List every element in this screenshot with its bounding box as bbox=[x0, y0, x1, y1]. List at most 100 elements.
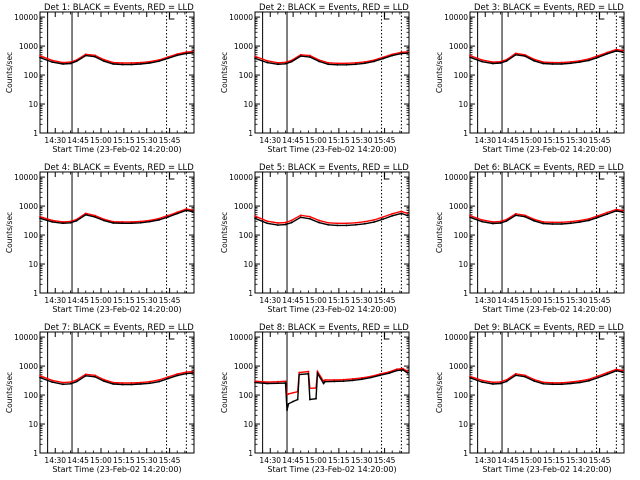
lld-point bbox=[307, 370, 310, 373]
lld-point bbox=[185, 208, 188, 210]
y-tick-label: 1000 bbox=[19, 202, 38, 211]
lld-point bbox=[148, 219, 151, 222]
lld-point bbox=[606, 211, 609, 214]
lld-point bbox=[382, 216, 384, 218]
events-point bbox=[121, 383, 124, 386]
lld-point bbox=[191, 370, 194, 373]
lld-point bbox=[93, 374, 96, 377]
lld-point bbox=[167, 214, 169, 217]
events-point bbox=[481, 220, 484, 223]
panel-det-6: Det 6: BLACK = Events, RED = LLD 1 10 100 10… bbox=[435, 163, 625, 314]
x-tick-label: 14:30 bbox=[259, 456, 281, 465]
lld-point bbox=[621, 209, 624, 212]
events-point bbox=[406, 52, 409, 55]
events-point bbox=[292, 400, 295, 403]
x-tick-label: 15:45 bbox=[589, 456, 611, 465]
events-point bbox=[75, 60, 78, 63]
lld-point bbox=[481, 219, 484, 221]
events-point bbox=[533, 380, 535, 382]
x-tick-label: 15:15 bbox=[328, 456, 350, 465]
lld-point bbox=[342, 378, 345, 381]
x-tick-label: 15:45 bbox=[159, 456, 181, 465]
events-point bbox=[254, 217, 256, 220]
events-point bbox=[391, 54, 394, 57]
lld-point bbox=[121, 220, 124, 223]
lld-point bbox=[69, 61, 72, 63]
x-tick-label: 15:45 bbox=[374, 456, 396, 465]
events-point bbox=[276, 224, 279, 227]
lld-point bbox=[39, 54, 41, 57]
lld-point bbox=[148, 380, 151, 383]
lld-point bbox=[391, 212, 394, 215]
panel-title: Det 6: BLACK = Events, RED = LLD bbox=[474, 163, 624, 173]
x-tick-label: 14:30 bbox=[259, 296, 281, 305]
events-point bbox=[342, 380, 345, 383]
lld-point bbox=[130, 220, 133, 223]
events-point bbox=[299, 216, 302, 219]
y-tick-label: 1 bbox=[248, 449, 253, 458]
events-series-line bbox=[469, 210, 623, 225]
events-point bbox=[51, 381, 54, 383]
lld-point bbox=[299, 214, 302, 217]
lld-point bbox=[560, 61, 563, 64]
events-point bbox=[373, 60, 375, 63]
lld-point bbox=[284, 221, 287, 224]
y-tick-label: 10000 bbox=[14, 13, 38, 22]
lld-point bbox=[167, 376, 169, 378]
events-point bbox=[551, 63, 554, 65]
lld-point bbox=[615, 48, 618, 51]
events-series-line bbox=[39, 372, 193, 386]
x-tick-label: 15:45 bbox=[589, 136, 611, 145]
lld-point bbox=[560, 221, 563, 224]
x-tick-label: 15:45 bbox=[159, 296, 181, 305]
x-tick-label: 15:45 bbox=[589, 296, 611, 305]
plot-frame bbox=[39, 331, 195, 454]
x-tick-label: 14:45 bbox=[67, 296, 89, 305]
events-point bbox=[354, 223, 357, 226]
events-point bbox=[615, 50, 618, 52]
events-point bbox=[360, 378, 363, 381]
lld-point bbox=[491, 61, 494, 63]
events-point bbox=[354, 63, 357, 66]
events-point bbox=[148, 220, 151, 223]
lld-point bbox=[336, 62, 339, 65]
lld-point bbox=[308, 54, 311, 57]
events-point bbox=[345, 224, 348, 227]
events-point bbox=[158, 60, 160, 63]
x-tick-label: 15:30 bbox=[566, 296, 588, 305]
events-point bbox=[69, 382, 72, 385]
panel-title: Det 5: BLACK = Events, RED = LLD bbox=[259, 163, 409, 173]
panel-det-5: Det 5: BLACK = Events, RED = LLD 1 10 100 10… bbox=[220, 163, 410, 314]
lld-point bbox=[363, 220, 366, 223]
lld-point bbox=[360, 377, 363, 379]
y-tick-label: 10000 bbox=[14, 333, 38, 342]
x-tick-label: 14:30 bbox=[474, 136, 496, 145]
events-point bbox=[148, 382, 151, 385]
y-axis-label: Counts/sec bbox=[435, 372, 444, 413]
events-point bbox=[395, 369, 398, 372]
lld-point bbox=[354, 221, 357, 224]
top-bracket-mark bbox=[598, 333, 605, 340]
lld-point bbox=[551, 61, 554, 64]
events-point bbox=[560, 63, 563, 65]
lld-point bbox=[266, 220, 269, 223]
events-point bbox=[499, 62, 502, 64]
events-point bbox=[266, 382, 269, 385]
events-point bbox=[290, 221, 293, 224]
lld-point bbox=[533, 58, 535, 61]
events-point bbox=[578, 61, 581, 63]
lld-point bbox=[523, 374, 526, 377]
x-tick-label: 15:00 bbox=[305, 136, 327, 145]
events-point bbox=[499, 382, 502, 385]
lld-point bbox=[499, 380, 502, 383]
events-point bbox=[505, 60, 508, 62]
y-tick-label: 1000 bbox=[234, 42, 253, 51]
x-axis-label: Start Time (23-Feb-02 14:20:00) bbox=[267, 465, 396, 474]
plot-frame bbox=[469, 11, 625, 134]
events-point bbox=[551, 383, 554, 386]
events-point bbox=[308, 398, 311, 401]
x-tick-label: 14:45 bbox=[67, 136, 89, 145]
lld-point bbox=[523, 53, 526, 56]
lld-point bbox=[139, 381, 142, 384]
x-tick-label: 14:45 bbox=[497, 136, 519, 145]
